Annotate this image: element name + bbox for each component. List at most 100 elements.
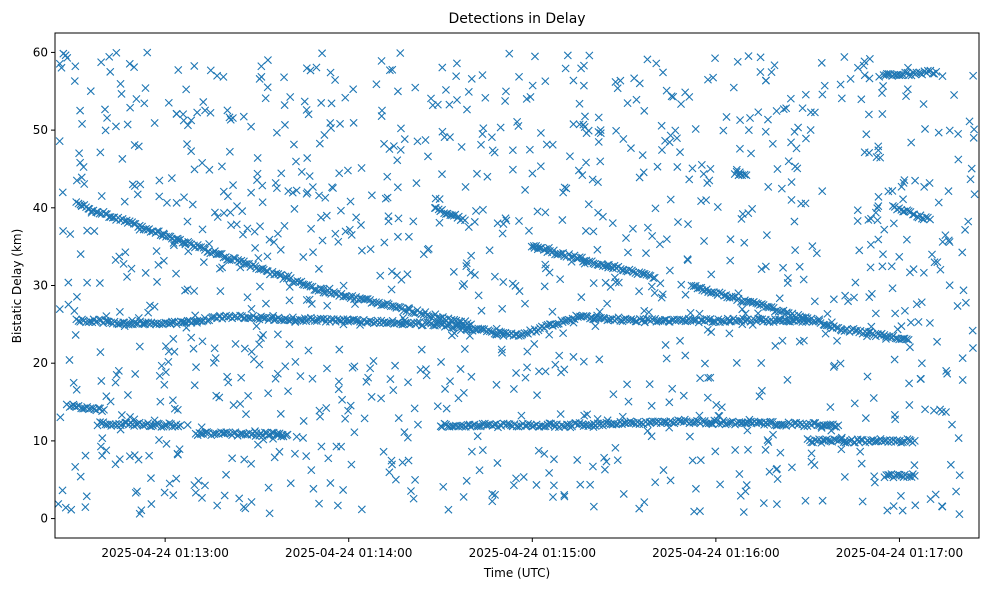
- data-point: [96, 348, 105, 357]
- data-point: [560, 252, 569, 261]
- data-point: [862, 130, 871, 139]
- data-point: [498, 304, 507, 313]
- data-point: [302, 105, 311, 114]
- data-point: [345, 225, 354, 234]
- data-point: [198, 158, 207, 167]
- data-point: [921, 124, 930, 133]
- data-point: [801, 90, 810, 99]
- data-point: [662, 86, 671, 95]
- data-point: [327, 124, 336, 132]
- data-point: [938, 502, 946, 511]
- data-point: [326, 118, 335, 127]
- data-point: [161, 368, 170, 377]
- data-point: [522, 94, 531, 103]
- data-point: [478, 446, 487, 455]
- data-point: [690, 507, 699, 516]
- data-point: [72, 292, 81, 301]
- data-point: [596, 126, 605, 135]
- data-point: [475, 466, 484, 475]
- data-point: [208, 312, 217, 321]
- data-point: [925, 178, 934, 187]
- data-point: [459, 388, 468, 397]
- data-point: [611, 77, 620, 86]
- data-point: [809, 418, 818, 427]
- data-point: [757, 265, 766, 274]
- data-point: [154, 260, 163, 269]
- data-point: [648, 315, 657, 324]
- data-point: [904, 71, 913, 80]
- data-point: [220, 491, 229, 500]
- data-point: [439, 482, 448, 491]
- chart-title: Detections in Delay: [448, 11, 585, 27]
- data-point: [746, 113, 755, 122]
- data-point: [357, 164, 366, 172]
- data-point: [433, 100, 442, 109]
- data-point: [55, 59, 64, 68]
- data-point: [619, 135, 628, 143]
- data-point: [76, 250, 85, 259]
- data-point: [540, 449, 549, 458]
- data-point: [601, 278, 610, 287]
- data-point: [874, 192, 883, 201]
- data-point: [810, 461, 819, 470]
- data-point: [432, 318, 441, 327]
- data-point: [365, 316, 374, 325]
- data-point: [826, 420, 835, 429]
- data-point: [389, 386, 398, 395]
- data-point: [314, 264, 323, 273]
- data-point: [169, 238, 178, 247]
- data-point: [279, 432, 288, 441]
- data-point: [362, 377, 371, 386]
- data-point: [72, 198, 81, 207]
- data-point: [870, 478, 879, 487]
- data-point: [464, 87, 473, 96]
- data-point: [157, 361, 166, 370]
- data-point: [120, 322, 129, 331]
- data-point: [58, 188, 67, 197]
- data-point: [315, 139, 324, 148]
- data-point: [890, 410, 899, 419]
- data-point: [756, 68, 765, 76]
- data-point: [649, 274, 658, 283]
- data-point: [777, 184, 786, 193]
- data-point: [533, 391, 542, 400]
- data-point: [776, 448, 785, 457]
- data-point: [600, 465, 609, 474]
- data-point: [98, 451, 107, 460]
- data-point: [635, 173, 644, 182]
- data-point: [650, 289, 659, 298]
- data-point: [152, 247, 161, 256]
- data-point: [882, 69, 891, 78]
- data-point: [562, 184, 571, 193]
- data-point: [413, 318, 422, 327]
- data-point: [735, 470, 744, 479]
- data-point: [968, 326, 977, 335]
- data-point: [779, 105, 788, 114]
- data-point: [445, 133, 454, 142]
- data-point: [887, 262, 896, 271]
- data-point: [198, 337, 207, 346]
- data-point: [146, 301, 154, 310]
- data-point: [593, 415, 602, 423]
- data-point: [784, 157, 793, 166]
- data-point: [502, 216, 511, 225]
- data-point: [102, 312, 111, 321]
- data-point: [181, 286, 190, 295]
- data-point: [698, 316, 707, 325]
- data-point: [316, 412, 325, 421]
- data-point: [591, 322, 600, 331]
- data-point: [383, 172, 392, 181]
- data-point: [878, 89, 886, 98]
- data-point: [961, 225, 970, 234]
- data-point: [624, 248, 632, 257]
- data-point: [442, 404, 451, 413]
- data-point: [462, 259, 471, 268]
- data-point: [577, 293, 586, 302]
- data-point: [187, 147, 196, 156]
- data-point: [255, 74, 264, 83]
- data-point: [183, 217, 192, 226]
- data-point: [141, 84, 150, 93]
- data-point: [384, 212, 393, 221]
- data-point: [515, 287, 524, 296]
- data-point: [466, 268, 475, 277]
